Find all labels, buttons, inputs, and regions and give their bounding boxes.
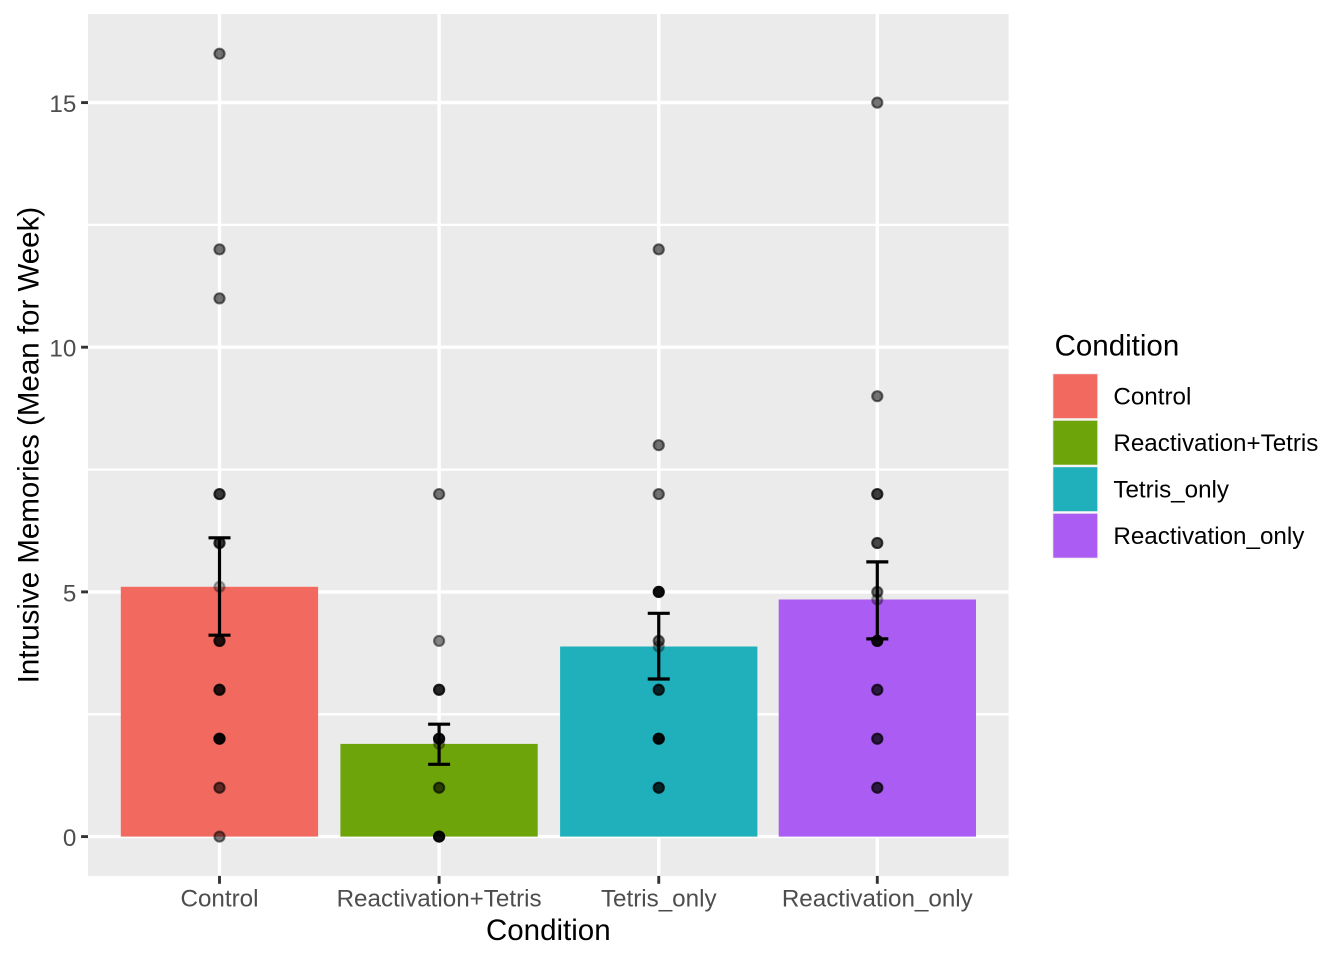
svg-text:Tetris_only: Tetris_only — [601, 886, 718, 913]
svg-text:Condition: Condition — [1055, 330, 1180, 363]
svg-text:Reactivation_only: Reactivation_only — [782, 886, 974, 913]
svg-text:0: 0 — [63, 825, 76, 852]
svg-text:Reactivation+Tetris: Reactivation+Tetris — [1113, 430, 1318, 457]
svg-text:5: 5 — [63, 580, 76, 607]
svg-text:Condition: Condition — [486, 914, 611, 947]
svg-text:Control: Control — [1113, 384, 1191, 411]
svg-text:15: 15 — [49, 91, 76, 118]
svg-text:Control: Control — [181, 886, 259, 913]
svg-text:Intrusive Memories (Mean for W: Intrusive Memories (Mean for Week) — [13, 207, 46, 684]
svg-text:Reactivation_only: Reactivation_only — [1113, 523, 1305, 550]
svg-text:10: 10 — [49, 336, 76, 363]
svg-text:Tetris_only: Tetris_only — [1113, 477, 1230, 504]
svg-text:Reactivation+Tetris: Reactivation+Tetris — [337, 886, 542, 913]
